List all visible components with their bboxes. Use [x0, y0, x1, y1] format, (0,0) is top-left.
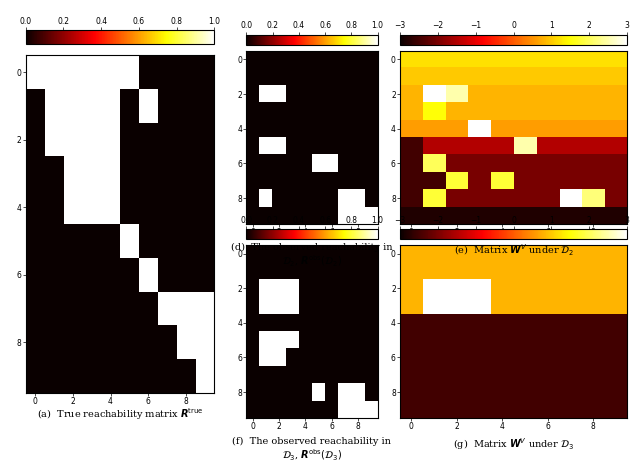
- Text: (g)  Matrix $\boldsymbol{W}^V$ under $\mathcal{D}_3$: (g) Matrix $\boldsymbol{W}^V$ under $\ma…: [453, 437, 575, 452]
- Text: (f)  The observed reachability in
$\mathcal{D}_3$, $\boldsymbol{R}^\mathrm{obs}(: (f) The observed reachability in $\mathc…: [232, 437, 391, 462]
- Text: (e)  Matrix $\boldsymbol{W}^V$ under $\mathcal{D}_2$: (e) Matrix $\boldsymbol{W}^V$ under $\ma…: [454, 243, 574, 258]
- Text: (a)  True reachability matrix $\boldsymbol{R}^\mathrm{true}$: (a) True reachability matrix $\boldsymbo…: [37, 407, 204, 422]
- Text: (d)  The observed reachability in
$\mathcal{D}_2$, $\boldsymbol{R}^\mathrm{obs}(: (d) The observed reachability in $\mathc…: [231, 243, 392, 269]
